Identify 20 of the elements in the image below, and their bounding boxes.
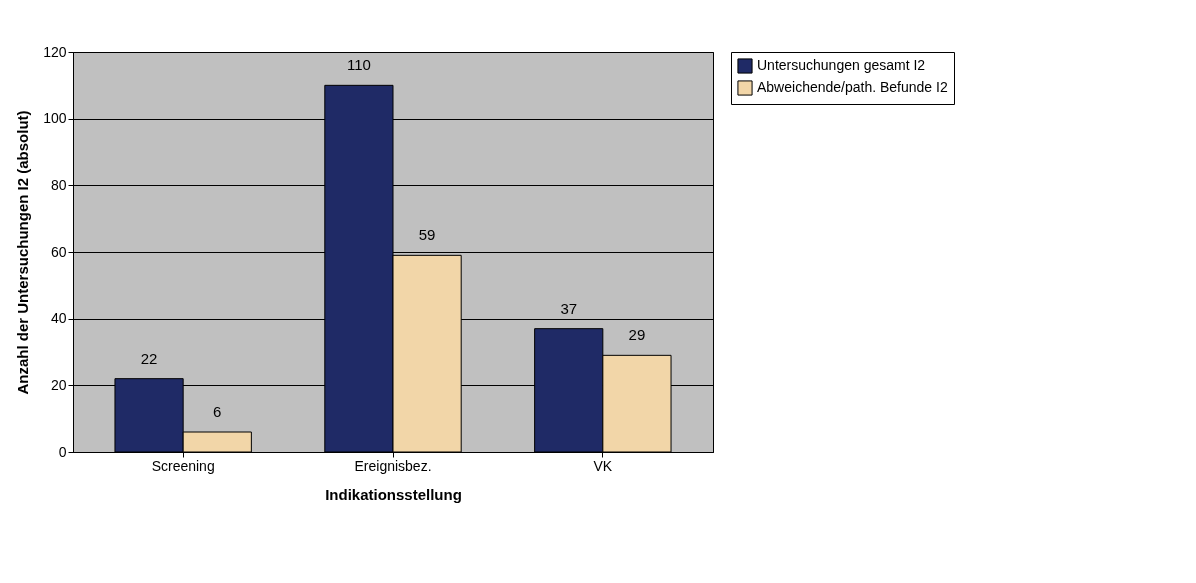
x-tick-label: Screening	[151, 457, 215, 474]
y-tick-label: 60	[50, 243, 67, 260]
y-tick-label: 40	[50, 310, 67, 327]
data-label: 59	[418, 226, 436, 244]
y-tick-label: 20	[50, 376, 67, 393]
data-label: 29	[628, 326, 646, 344]
data-label: 6	[213, 403, 222, 420]
x-tick-label: VK	[593, 457, 613, 474]
x-axis-title: Indikationsstellung	[325, 485, 462, 503]
legend-label: Untersuchungen gesamt I2	[757, 57, 926, 73]
data-label: 110	[346, 56, 371, 74]
data-label: 37	[560, 299, 578, 317]
x-tick-label: Ereignisbez.	[354, 457, 432, 474]
y-tick-label: 100	[43, 110, 67, 127]
y-tick-label: 80	[50, 176, 67, 193]
y-tick-label: 120	[43, 43, 67, 60]
data-label: 22	[140, 349, 158, 367]
y-axis-title: Anzahl der Untersuchungen I2 (absolut)	[14, 110, 32, 395]
legend-label: Abweichende/path. Befunde I2	[757, 79, 948, 95]
y-tick-label: 0	[58, 443, 67, 460]
